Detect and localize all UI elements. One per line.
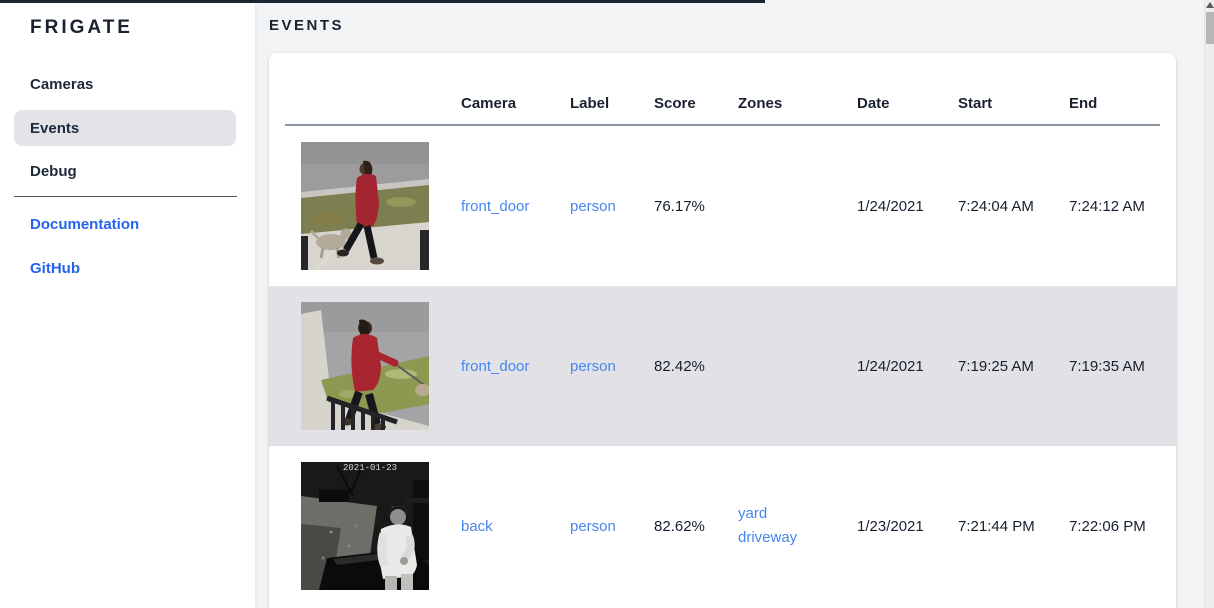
table-row[interactable]: 2021-01-23 back person 82.62% yard drive… — [285, 446, 1160, 606]
camera-link[interactable]: front_door — [461, 197, 530, 215]
app-logo: FRIGATE — [30, 17, 133, 38]
camera-link[interactable]: front_door — [461, 357, 530, 375]
sidebar-item-debug[interactable]: Debug — [14, 153, 236, 189]
top-loading-bar — [0, 0, 765, 3]
table-row[interactable]: front_door person 76.17% 1/24/2021 7:24:… — [285, 126, 1160, 286]
table-header-row: Camera Label Score Zones Date Start End — [285, 53, 1160, 126]
score-value: 82.42% — [654, 357, 705, 375]
column-header-date: Date — [857, 95, 890, 112]
sidebar-item-label: Debug — [30, 162, 77, 180]
date-value: 1/23/2021 — [857, 517, 924, 535]
column-header-zones: Zones — [738, 95, 783, 112]
sidebar-link-documentation[interactable]: Documentation — [14, 207, 236, 241]
column-header-start: Start — [958, 95, 993, 112]
label-link[interactable]: person — [570, 517, 616, 535]
zones-cell: yard driveway — [738, 502, 857, 550]
event-thumbnail[interactable]: 2021-01-23 — [301, 462, 429, 590]
vertical-scrollbar[interactable] — [1204, 0, 1214, 608]
sidebar-item-cameras[interactable]: Cameras — [14, 66, 236, 102]
camera-link[interactable]: back — [461, 517, 493, 535]
scrollbar-up-arrow-icon[interactable] — [1206, 2, 1214, 8]
score-value: 82.62% — [654, 517, 705, 535]
column-header-score: Score — [654, 95, 696, 112]
end-value: 7:24:12 AM — [1069, 197, 1145, 215]
table-row[interactable]: front_door person 82.42% 1/24/2021 7:19:… — [269, 286, 1176, 446]
sidebar-link-label: Documentation — [30, 215, 140, 233]
start-value: 7:21:44 PM — [958, 517, 1035, 535]
event-thumbnail[interactable] — [301, 302, 429, 430]
label-link[interactable]: person — [570, 197, 616, 215]
label-link[interactable]: person — [570, 357, 616, 375]
sidebar: FRIGATE Cameras Events Debug Documentati… — [0, 0, 255, 608]
sidebar-link-github[interactable]: GitHub — [14, 251, 236, 285]
end-value: 7:22:06 PM — [1069, 517, 1146, 535]
column-header-camera: Camera — [461, 95, 517, 112]
start-value: 7:24:04 AM — [958, 197, 1034, 215]
thumbnail-cell: 2021-01-23 — [285, 462, 461, 590]
date-value: 1/24/2021 — [857, 357, 924, 375]
thumbnail-cell — [285, 302, 461, 430]
score-value: 76.17% — [654, 197, 705, 215]
scrollbar-thumb[interactable] — [1206, 12, 1214, 44]
column-header-end: End — [1069, 95, 1098, 112]
sidebar-item-events[interactable]: Events — [14, 110, 236, 146]
start-value: 7:19:25 AM — [958, 357, 1034, 375]
sidebar-item-label: Cameras — [30, 75, 94, 93]
event-thumbnail[interactable] — [301, 142, 429, 270]
main-content: EVENTS Camera Label Score Zones Date Sta… — [255, 0, 1204, 608]
sidebar-item-label: Events — [30, 119, 80, 137]
events-table-card: Camera Label Score Zones Date Start End — [269, 53, 1176, 608]
sidebar-divider — [14, 196, 237, 197]
column-header-label: Label — [570, 95, 610, 112]
zone-link[interactable]: yard — [738, 505, 768, 522]
page-title: EVENTS — [269, 17, 345, 34]
thumbnail-cell — [285, 142, 461, 270]
zone-link[interactable]: driveway — [738, 529, 798, 546]
date-value: 1/24/2021 — [857, 197, 924, 215]
end-value: 7:19:35 AM — [1069, 357, 1145, 375]
thumbnail-timestamp-overlay: 2021-01-23 — [343, 463, 397, 473]
sidebar-link-label: GitHub — [30, 259, 80, 277]
